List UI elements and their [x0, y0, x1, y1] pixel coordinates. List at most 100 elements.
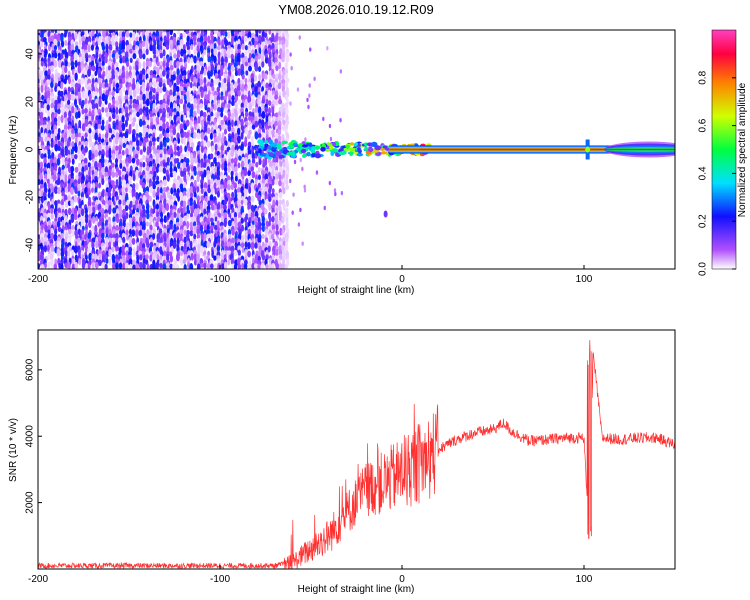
spectrogram-cell [53, 233, 58, 242]
spectrogram-cell [146, 150, 150, 156]
spectrogram-cell [53, 59, 58, 68]
spectrogram-cell [186, 158, 190, 164]
spectrogram-cell [145, 98, 150, 107]
spectrogram-cell [244, 241, 248, 248]
spectrogram-cell [240, 143, 244, 152]
spectrogram-cell [169, 263, 173, 269]
spectrogram-cell [189, 225, 194, 233]
spectrogram-cell [125, 229, 129, 236]
spectrogram-y-axis-title: Frequency (Hz) [8, 116, 19, 185]
spectrogram-cell [203, 254, 207, 261]
spectrogram-cell [67, 261, 71, 269]
spectrogram-cell [213, 240, 217, 249]
spectrogram-cell [138, 140, 143, 147]
spectrogram-cell [129, 48, 133, 55]
spectrogram-cell [196, 228, 201, 235]
spectrogram-cell [155, 195, 160, 202]
spectrogram-cell [38, 61, 41, 68]
spectrogram-cell [132, 248, 136, 257]
spectrogram-cell [107, 168, 112, 178]
spectrogram-cell [206, 173, 210, 182]
spectrogram-cell [328, 180, 332, 186]
spectrogram-cell [115, 82, 120, 89]
spectrogram-cell [68, 236, 72, 244]
spectrogram-cell [206, 240, 211, 249]
spectrogram-cell [332, 141, 336, 147]
spectrogram-cell [216, 230, 220, 237]
spectrogram-cell [39, 166, 43, 174]
spectrogram-cell [94, 261, 99, 269]
spectrogram-cell [95, 41, 99, 47]
spectrogram-cell [234, 175, 238, 182]
spectrogram-cell [299, 157, 302, 163]
spectrogram-cell [186, 102, 191, 109]
spectrogram-cell [145, 48, 149, 56]
spectrogram-cell [257, 98, 261, 106]
spectrogram-cell [81, 115, 86, 122]
spectrogram-cell [210, 186, 214, 194]
colorbar-gradient [711, 29, 737, 270]
spectrogram-cell [114, 61, 119, 68]
spectrogram-cell [244, 161, 249, 168]
spectrogram-cell [313, 76, 316, 82]
spectrogram-cell [149, 44, 154, 52]
spectrogram-cell [60, 81, 64, 90]
spectrogram-cell [125, 30, 130, 38]
spectrogram-cell [128, 228, 132, 236]
spectrogram-cell [115, 106, 119, 115]
spectrogram-cell [138, 254, 143, 261]
spectrogram-cell [248, 129, 252, 136]
spectrogram-cell [223, 181, 228, 190]
spectrogram-cell [237, 68, 242, 76]
spectrogram-cell [131, 237, 136, 245]
spectrogram-cell [341, 150, 347, 155]
spectrogram-cell [278, 36, 282, 42]
snr-x-axis-title: Height of straight line (km) [298, 584, 415, 595]
spectrogram-cell [328, 123, 332, 129]
spectrogram-cell [67, 93, 72, 101]
spectrogram-cell [182, 48, 187, 55]
spectrogram-cell [46, 97, 50, 106]
spectrogram-cell [101, 119, 105, 126]
spectrogram-cell [101, 207, 105, 216]
spectrogram-cell [60, 106, 65, 114]
spectrogram-cell [173, 143, 177, 153]
spectrogram-cell [231, 31, 235, 38]
x-tick-label: 100 [576, 574, 593, 585]
spectrogram-cell [236, 187, 241, 194]
spectrogram-cell [293, 159, 297, 165]
spectrogram-cell [78, 257, 82, 266]
spectrogram-cell [162, 167, 167, 174]
spectrogram-cell [207, 250, 211, 257]
spectrogram-cell [149, 254, 153, 262]
spectrogram-cell [180, 200, 184, 207]
spectrogram-cell [70, 81, 75, 89]
spectrogram-cell [39, 41, 44, 48]
spectrogram-cell [243, 170, 248, 177]
spectrogram-cell [111, 40, 116, 46]
spectrogram-cell [220, 188, 224, 194]
spectrogram-cell [165, 203, 170, 212]
spectrogram-cell [149, 30, 153, 33]
spectrogram-cell [70, 153, 75, 160]
spectrogram-cell [311, 152, 316, 158]
spectrogram-cell [173, 53, 177, 59]
spectrogram-cell [255, 191, 259, 198]
spectrogram-cell [193, 253, 197, 261]
spectrogram-cell [141, 224, 146, 231]
spectrogram-cell [190, 252, 194, 261]
spectrogram-cell [148, 195, 152, 202]
spectrogram-cell [139, 149, 143, 155]
spectrogram-cell [81, 160, 85, 169]
spectrogram-cell [271, 216, 275, 223]
spectrogram-cell [234, 101, 239, 111]
spectrogram-cell [233, 211, 238, 219]
spectrogram-cell [166, 174, 170, 182]
spectrogram-cell [186, 35, 190, 43]
y-tick-label: 40 [25, 48, 36, 60]
spectrogram-cell [240, 224, 244, 232]
spectrogram-cell [210, 217, 214, 223]
spectrogram-cell [64, 40, 68, 47]
spectrogram-cell [251, 124, 256, 130]
spectrogram-cell [200, 195, 205, 202]
